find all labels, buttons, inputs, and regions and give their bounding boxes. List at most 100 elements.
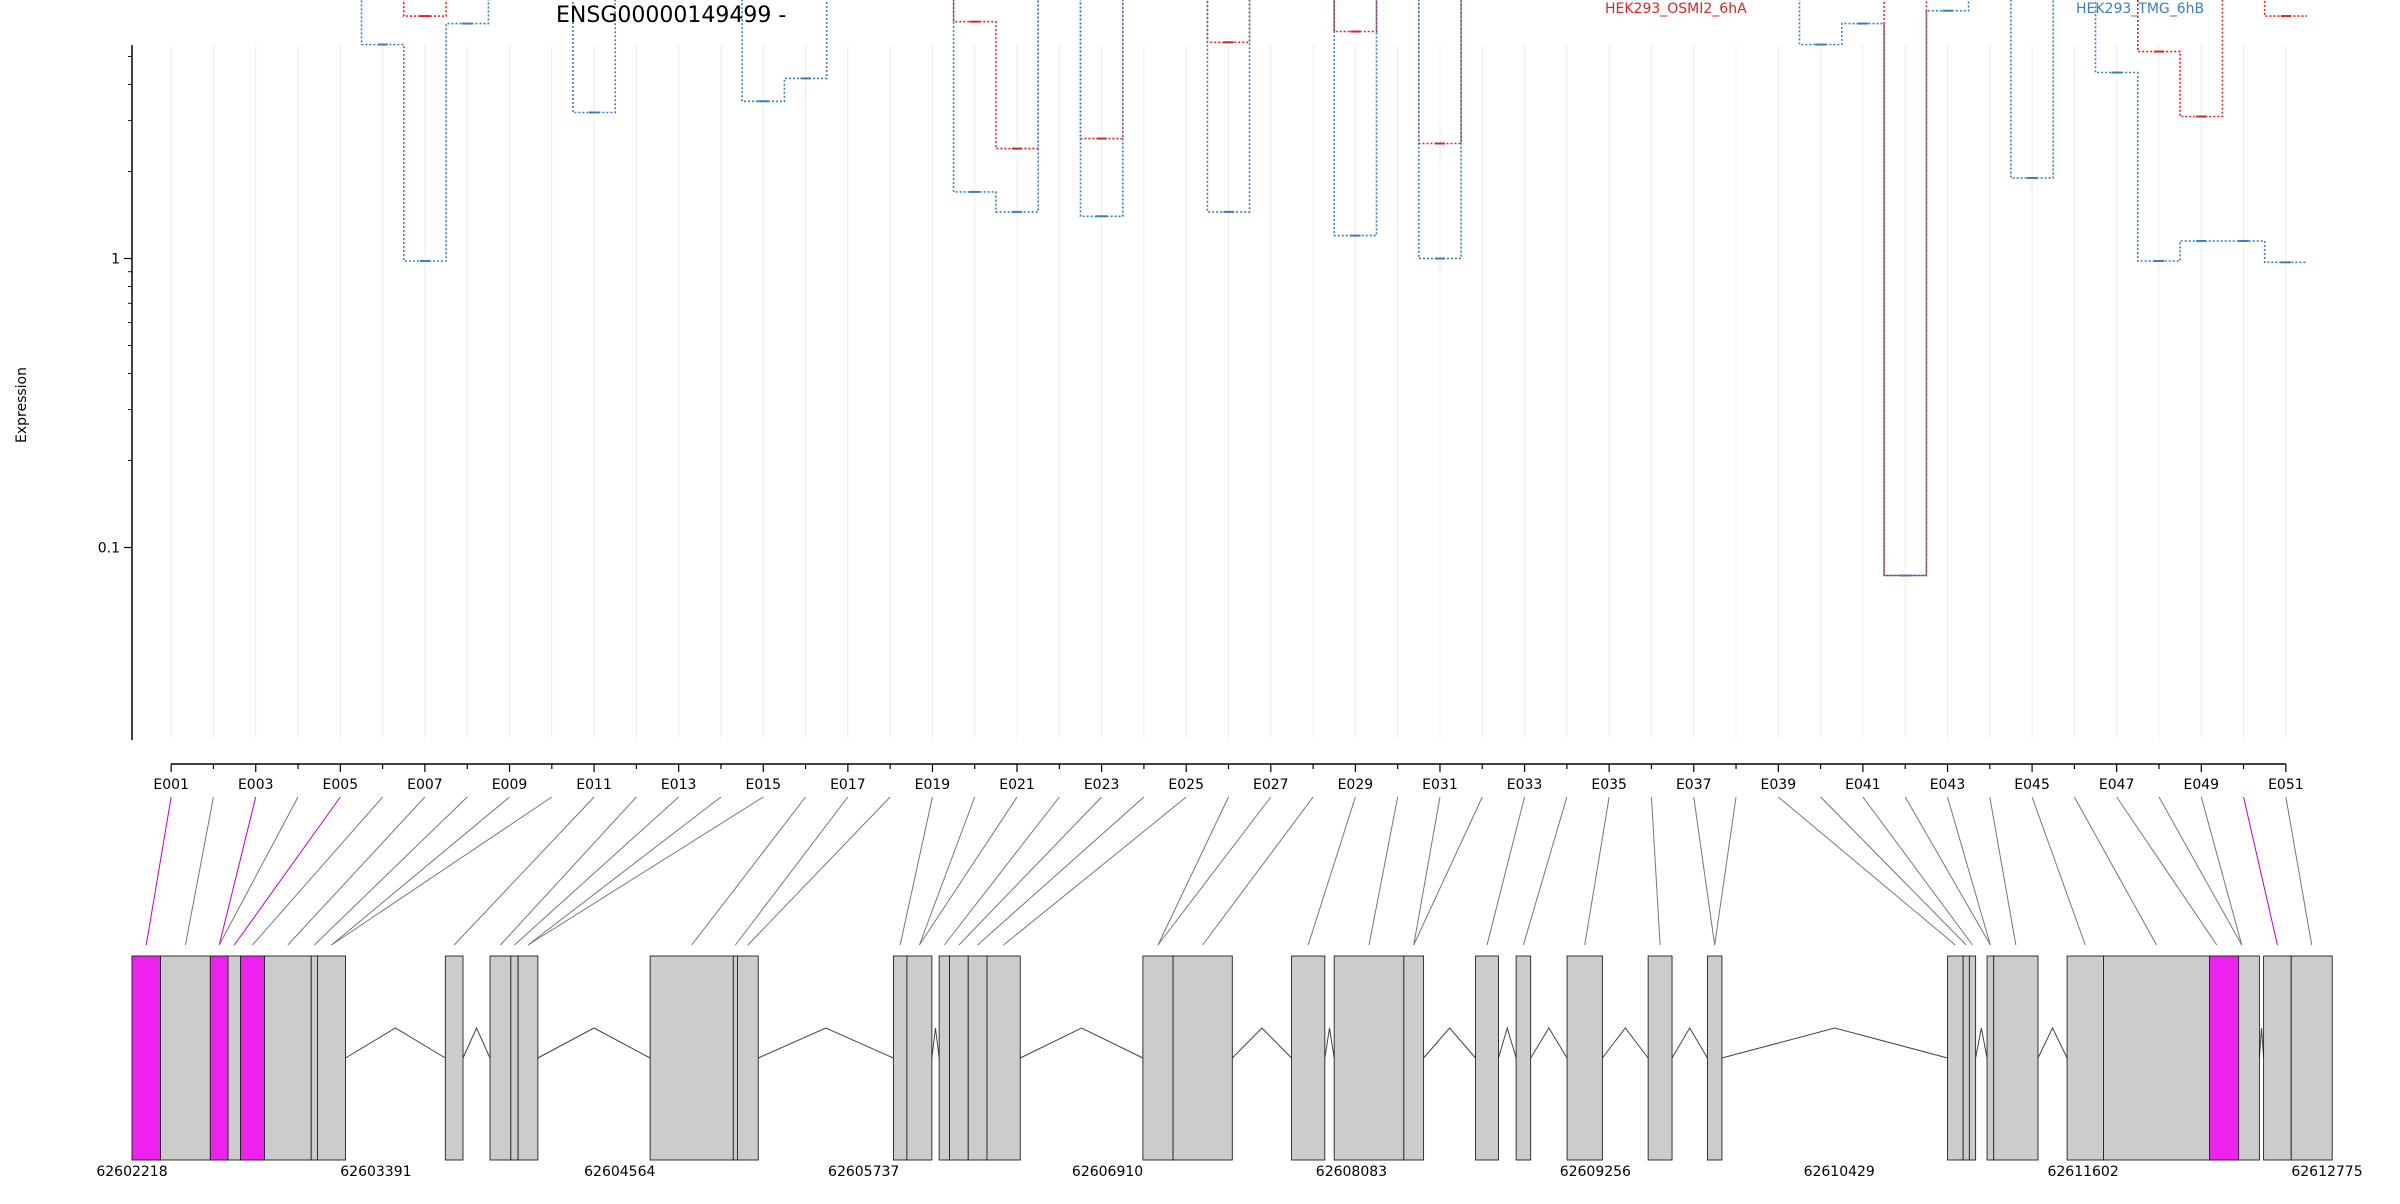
- exon-box: [986, 955, 1021, 1161]
- exon-connector: [2158, 796, 2243, 946]
- exon-box: [949, 955, 969, 1161]
- exon-connector: [145, 796, 172, 946]
- exon-connector: [958, 796, 1102, 946]
- exon-box: [1647, 955, 1673, 1161]
- exon-box: [737, 955, 759, 1161]
- exon-connector: [1157, 796, 1229, 946]
- exon-box: [1475, 955, 1499, 1161]
- exon-connector: [1904, 796, 1991, 946]
- intron-line: [1975, 1027, 1988, 1059]
- coordinate-label: 62608083: [1316, 1164, 1387, 1180]
- exon-box: [2263, 955, 2292, 1161]
- exon-connector: [1202, 796, 1314, 946]
- exon-connector: [734, 796, 849, 946]
- x-tick-label: E015: [745, 777, 781, 793]
- exon-connector: [899, 796, 933, 946]
- exon-connector: [1368, 796, 1399, 946]
- exon-connector: [313, 796, 468, 946]
- exon-connector: [1413, 796, 1483, 946]
- exon-connector: [184, 796, 214, 946]
- exon-box: [1172, 955, 1233, 1161]
- exon-connector: [918, 796, 1018, 946]
- exon-box: [1706, 955, 1723, 1161]
- exon-connector: [2243, 796, 2278, 946]
- exon-connector: [218, 796, 299, 946]
- intron-line: [1324, 1027, 1335, 1059]
- intron-line: [462, 1026, 491, 1059]
- grid-layer: [170, 45, 2287, 738]
- exon-connector: [453, 796, 595, 946]
- x-tick-label: E021: [999, 777, 1035, 793]
- x-tick-label: E045: [2014, 777, 2050, 793]
- exon-box: [906, 955, 933, 1161]
- exon-box: [967, 955, 988, 1161]
- exon-box: [444, 955, 464, 1161]
- exon-box: [510, 955, 519, 1161]
- series-layer: [360, 0, 2307, 577]
- exon-box: [649, 955, 734, 1161]
- intron-line: [1602, 1027, 1649, 1059]
- coordinate-label: 62602218: [96, 1164, 167, 1180]
- exon-connector: [1862, 796, 1973, 946]
- axis-layer: 1005030201010.1E001E003E005E007E009E011E…: [98, 45, 2304, 793]
- intron-line: [2258, 1027, 2265, 1059]
- coordinate-label: 62604564: [584, 1164, 655, 1180]
- exon-connector: [977, 796, 1145, 946]
- exon-box-highlighted: [209, 955, 229, 1161]
- x-tick-label: E037: [1676, 777, 1712, 793]
- y-axis-label: Expression: [14, 367, 30, 443]
- exon-connector: [233, 796, 341, 946]
- exon-connector: [1714, 796, 1737, 946]
- exon-connector: [527, 796, 764, 946]
- exon-box-highlighted: [2209, 955, 2240, 1161]
- exon-connector: [1157, 796, 1272, 946]
- intron-line: [1423, 1027, 1476, 1059]
- gene-model-layer: 62602218 62603391 62604564 62605737 62606910…: [96, 955, 2363, 1180]
- exon-box: [938, 955, 950, 1161]
- exon-box: [1968, 955, 1977, 1161]
- exon-connector: [500, 796, 637, 946]
- coordinate-label: 62606910: [1072, 1164, 1143, 1180]
- y-tick-label: 0.1: [98, 541, 120, 557]
- intron-line: [1497, 1026, 1517, 1059]
- exon-connector: [1522, 796, 1568, 946]
- exon-box: [1291, 955, 1326, 1161]
- exon-box: [1986, 955, 1995, 1161]
- intron-line: [2037, 1026, 2068, 1059]
- exon-connector: [2073, 796, 2157, 946]
- exon-box: [2290, 955, 2333, 1161]
- x-tick-label: E031: [1422, 777, 1458, 793]
- x-tick-label: E019: [915, 777, 951, 793]
- x-tick-label: E003: [238, 777, 274, 793]
- x-tick-label: E041: [1845, 777, 1881, 793]
- intron-line: [1721, 1027, 1948, 1059]
- exon-box: [892, 955, 908, 1161]
- exon-box: [1947, 955, 1964, 1161]
- x-tick-label: E043: [1930, 777, 1966, 793]
- exon-connector: [2285, 796, 2313, 946]
- x-tick-label: E017: [830, 777, 866, 793]
- exon-box: [2103, 955, 2210, 1161]
- exon-box: [1403, 955, 1425, 1161]
- exon-connector: [2031, 796, 2086, 946]
- x-tick-label: E013: [661, 777, 697, 793]
- exon-connector: [1413, 796, 1441, 946]
- connector-layer: [145, 796, 2313, 946]
- intron-line: [1020, 1027, 1144, 1059]
- exon-connector: [943, 796, 1060, 946]
- exon-connector: [747, 796, 891, 946]
- coordinate-label: 62611602: [2047, 1164, 2118, 1180]
- intron-line: [537, 1027, 651, 1059]
- exon-connector: [2116, 796, 2218, 946]
- intron-line: [931, 1027, 940, 1059]
- y-tick-label: 1: [111, 252, 120, 268]
- exon-box: [160, 955, 211, 1161]
- x-tick-label: E029: [1338, 777, 1374, 793]
- exon-connector: [2200, 796, 2243, 946]
- x-tick-label: E027: [1253, 777, 1289, 793]
- chart-title: ENSG00000149499 -: [556, 3, 786, 28]
- exon-connector: [1486, 796, 1526, 946]
- exon-box: [732, 955, 738, 1161]
